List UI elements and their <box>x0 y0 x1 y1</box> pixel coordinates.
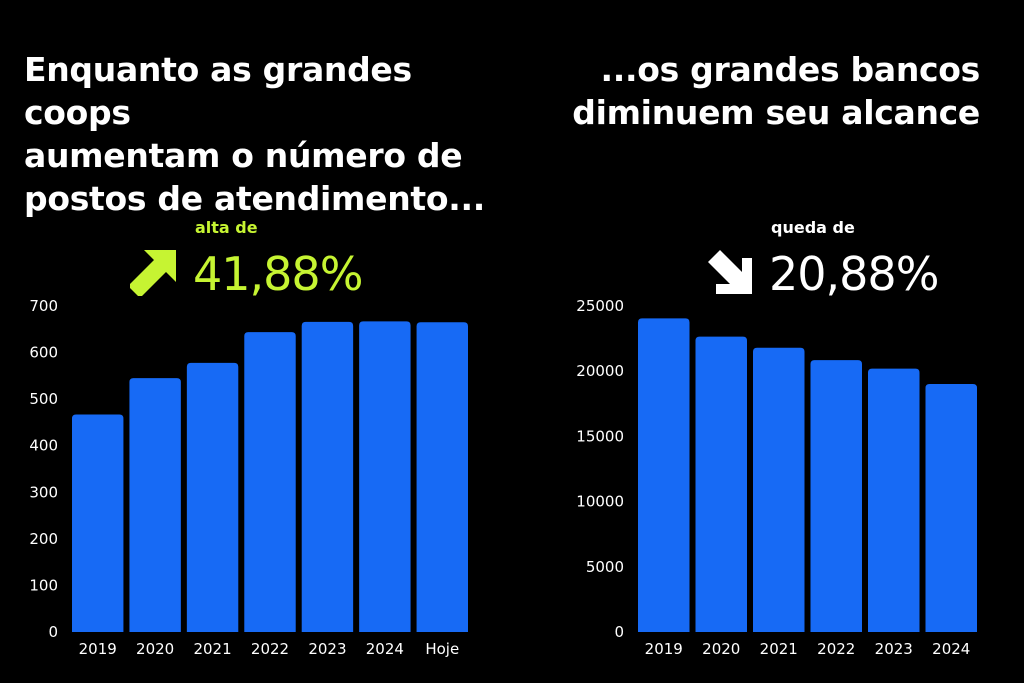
right-bar-2020 <box>695 336 747 632</box>
left-bar-2020 <box>129 378 181 632</box>
right-bar-2019 <box>638 318 690 632</box>
left-ytick-label: 500 <box>29 390 58 408</box>
left-headline-line-2: aumentam o número de <box>24 136 463 175</box>
right-category-label: 2024 <box>932 640 970 658</box>
left-ytick-label: 600 <box>29 344 58 362</box>
left-bar-2022 <box>244 332 296 632</box>
right-stat-value: 20,88% <box>769 247 939 301</box>
left-headline-line-1: Enquanto as grandes coops <box>24 50 412 132</box>
right-bar-2023 <box>868 368 920 632</box>
left-category-label: 2021 <box>193 640 231 658</box>
left-ytick-label: 300 <box>29 483 58 501</box>
left-stat-value: 41,88% <box>193 247 363 301</box>
right-category-label: 2022 <box>817 640 855 658</box>
right-ytick-label: 0 <box>614 623 624 641</box>
right-bar-2024 <box>925 383 977 632</box>
right-bar-2021 <box>753 347 805 632</box>
right-category-label: 2019 <box>645 640 683 658</box>
right-ytick-label: 10000 <box>576 493 624 511</box>
left-category-label: 2019 <box>79 640 117 658</box>
right-bar-2022 <box>810 360 862 632</box>
right-stat-label: queda de <box>771 218 855 237</box>
left-bar-2023 <box>301 321 354 632</box>
left-ytick-label: 700 <box>29 297 58 315</box>
right-ytick-label: 5000 <box>586 558 624 576</box>
arrow-down-right-icon <box>708 250 752 294</box>
right-category-label: 2021 <box>760 640 798 658</box>
left-bar-hoje <box>416 322 468 632</box>
left-ytick-label: 200 <box>29 530 58 548</box>
left-headline-line-3: postos de atendimento... <box>24 179 485 218</box>
left-category-label: 2020 <box>136 640 174 658</box>
right-headline: ...os grandes bancos diminuem seu alcanc… <box>560 48 980 134</box>
right-ytick-label: 20000 <box>576 362 624 380</box>
left-category-label: 2022 <box>251 640 289 658</box>
right-ytick-label: 15000 <box>576 427 624 445</box>
left-ytick-label: 400 <box>29 437 58 455</box>
right-headline-line-1: ...os grandes bancos <box>600 50 981 89</box>
left-headline: Enquanto as grandes coops aumentam o núm… <box>24 48 504 220</box>
left-bar-2021 <box>186 362 239 632</box>
right-category-label: 2023 <box>875 640 913 658</box>
right-ytick-label: 25000 <box>576 297 624 315</box>
arrow-up-right-icon <box>130 250 176 296</box>
left-stat-label: alta de <box>195 218 258 237</box>
left-ytick-label: 100 <box>29 576 58 594</box>
left-bar-2019 <box>72 414 124 632</box>
right-headline-line-2: diminuem seu alcance <box>572 93 980 132</box>
left-ytick-label: 0 <box>48 623 58 641</box>
right-category-label: 2020 <box>702 640 740 658</box>
left-category-label: 2023 <box>308 640 346 658</box>
left-category-label: 2024 <box>366 640 404 658</box>
left-category-label: Hoje <box>425 640 459 658</box>
left-bar-2024 <box>359 321 411 632</box>
